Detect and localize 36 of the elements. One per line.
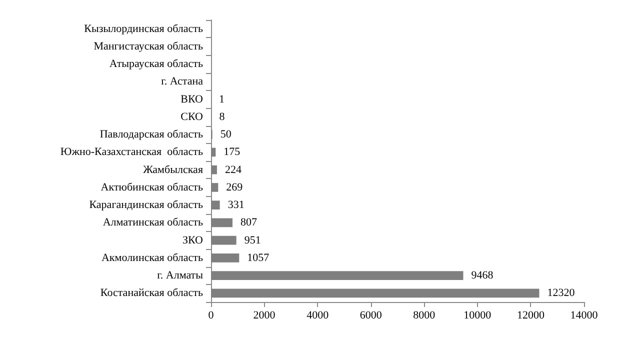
data-label: 50 bbox=[220, 128, 232, 141]
data-label: 1 bbox=[219, 93, 225, 106]
data-label: 8 bbox=[219, 110, 226, 123]
y-tick-label: Павлодарская область bbox=[100, 128, 203, 141]
x-tick-label: 4000 bbox=[306, 310, 330, 322]
y-tick-label: Акмолинская область bbox=[101, 252, 203, 264]
x-tick-label: 2000 bbox=[253, 310, 276, 322]
y-tick-label: Костанайская область bbox=[100, 287, 203, 300]
x-tick-label: 8000 bbox=[413, 310, 436, 322]
y-tick-label: Актюбинская область bbox=[100, 181, 203, 194]
y-tick-label: г. Алматы bbox=[157, 270, 204, 282]
y-tick-label: Атырауская область bbox=[109, 58, 203, 70]
y-tick-label: ЗКО bbox=[182, 234, 204, 246]
data-label: 331 bbox=[228, 199, 244, 212]
x-tick-label: 12000 bbox=[516, 310, 545, 322]
y-tick-label: г. Астана bbox=[161, 76, 204, 88]
x-tick-label: 0 bbox=[208, 310, 214, 322]
data-label: 269 bbox=[226, 181, 244, 194]
data-label: 12320 bbox=[547, 287, 576, 300]
data-label: 175 bbox=[224, 146, 241, 158]
x-tick-label: 10000 bbox=[464, 310, 492, 322]
x-tick-label: 6000 bbox=[360, 310, 382, 322]
y-tick-label: Кызылординская область bbox=[84, 22, 203, 35]
y-tick-label: Жамбылская bbox=[143, 164, 203, 176]
data-label: 1057 bbox=[247, 252, 270, 264]
data-label: 807 bbox=[240, 216, 258, 229]
y-tick-label: СКО bbox=[180, 110, 204, 123]
y-tick-label: Алматинская область bbox=[102, 216, 203, 229]
data-label: 9468 bbox=[471, 270, 494, 282]
data-label: 224 bbox=[224, 164, 242, 176]
y-tick-label: Мангистауская область bbox=[94, 40, 203, 52]
x-tick-label: 14000 bbox=[570, 310, 598, 322]
y-tick-label: Южно-Казахстанская область bbox=[60, 146, 203, 158]
data-label: 951 bbox=[244, 234, 261, 246]
y-tick-label: Карагандинская область bbox=[89, 199, 203, 212]
y-tick-label: ВКО bbox=[180, 93, 204, 106]
